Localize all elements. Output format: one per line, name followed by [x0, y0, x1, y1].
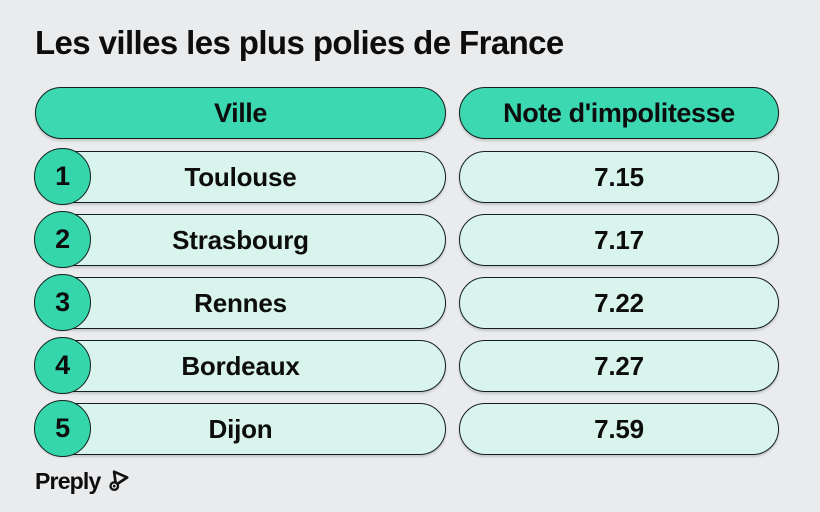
- table-row: 3 Rennes 7.22: [34, 274, 779, 331]
- city-name: Toulouse: [184, 161, 297, 192]
- rank-number: 2: [55, 224, 70, 254]
- score-value: 7.27: [594, 350, 644, 381]
- table-row: 2 Strasbourg 7.17: [34, 211, 779, 268]
- score-value: 7.22: [594, 287, 644, 318]
- rank-badge: 5: [34, 400, 91, 457]
- rank-badge: 4: [34, 337, 91, 394]
- score-value: 7.17: [594, 224, 644, 255]
- header-ville: Ville: [35, 87, 446, 139]
- rank-number: 4: [55, 350, 70, 380]
- header-ville-label: Ville: [213, 97, 268, 128]
- score-cell: 7.22: [459, 277, 779, 329]
- score-cell: 7.17: [459, 214, 779, 266]
- score-value: 7.59: [594, 413, 644, 444]
- rank-number: 5: [55, 413, 70, 443]
- rank-badge: 1: [34, 148, 91, 205]
- rank-number: 3: [55, 287, 70, 317]
- city-cell: 5 Dijon: [34, 400, 446, 457]
- table-row: 4 Bordeaux 7.27: [34, 337, 779, 394]
- city-cell: 2 Strasbourg: [34, 211, 446, 268]
- city-name: Rennes: [194, 287, 287, 318]
- preply-logo-text: Preply: [35, 468, 101, 494]
- table-row: 1 Toulouse 7.15: [34, 148, 779, 205]
- preply-logo: Preply: [35, 468, 133, 495]
- score-cell: 7.27: [459, 340, 779, 392]
- city-cell: 3 Rennes: [34, 274, 446, 331]
- preply-logo-icon: [108, 469, 129, 491]
- city-name: Strasbourg: [172, 224, 309, 255]
- city-name: Bordeaux: [181, 350, 300, 381]
- city-cell: 1 Toulouse: [34, 148, 446, 205]
- score-value: 7.15: [594, 161, 644, 192]
- city-cell: 4 Bordeaux: [34, 337, 446, 394]
- table-row: 5 Dijon 7.59: [34, 400, 779, 457]
- ranking-table: Ville Note d'impolitesse 1 Toulouse 7.15…: [34, 87, 779, 466]
- page-title: Les villes les plus polies de France: [35, 24, 564, 61]
- header-note-label: Note d'impolitesse: [503, 97, 735, 128]
- rank-badge: 2: [34, 211, 91, 268]
- table-header-row: Ville Note d'impolitesse: [35, 87, 779, 139]
- table-body: 1 Toulouse 7.15 2 Strasbourg 7.17 3 Renn…: [34, 148, 779, 457]
- city-name: Dijon: [208, 413, 273, 444]
- rank-number: 1: [55, 161, 70, 191]
- rank-badge: 3: [34, 274, 91, 331]
- header-note-impolitesse: Note d'impolitesse: [459, 87, 779, 139]
- score-cell: 7.15: [459, 151, 779, 203]
- score-cell: 7.59: [459, 403, 779, 455]
